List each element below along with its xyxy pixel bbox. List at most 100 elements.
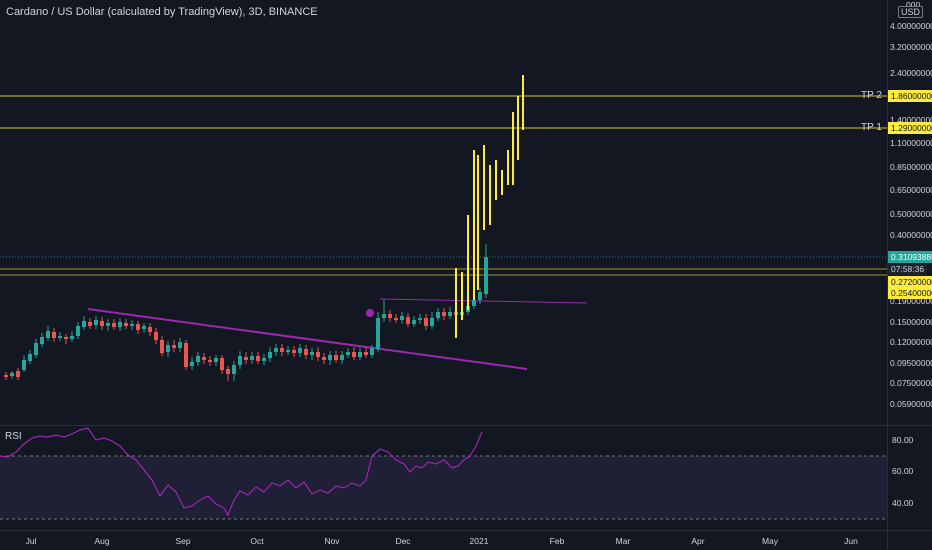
candle [88,322,92,326]
candle [430,318,434,326]
candle [394,318,398,320]
candle [52,332,56,338]
price-axis-label: 0.19000000 [890,296,932,306]
candle [4,375,8,377]
candle [448,312,452,316]
price-axis-label: 0.85000000 [890,162,932,172]
candle [220,358,224,370]
candle [70,336,74,339]
candle [274,348,278,352]
tp2-label[interactable]: TP 2 [861,90,882,101]
price-axis-label: 0.40000000 [890,230,932,240]
price-axis-label: 0.50000000 [890,209,932,219]
candle [304,349,308,355]
tp1-label[interactable]: TP 1 [861,122,882,133]
candle [106,323,110,326]
candle [118,322,122,327]
candle [370,348,374,355]
time-axis-label: Dec [395,536,411,546]
price-axis-label: 4.00000000 [890,21,932,31]
candle [130,324,134,326]
candle [166,345,170,352]
bar-countdown: 07:58:36 [888,263,928,275]
candle [226,369,230,374]
candle [322,357,326,360]
time-axis-label: Apr [691,536,705,546]
candle [442,312,446,316]
candle [40,337,44,344]
candle [112,323,116,327]
candle [76,326,80,336]
candle [154,332,158,340]
time-axis-label: Sep [175,536,191,546]
time-axis-label: Jun [844,536,858,546]
candle [232,365,236,374]
candle [376,318,380,349]
candles [4,244,488,381]
candle [238,356,242,365]
candle [292,350,296,353]
candle [196,356,200,362]
candle [436,312,440,318]
price-axis-label: 000 [906,0,921,10]
resistance-trendline[interactable] [379,298,588,304]
candle [214,358,218,362]
price-axis-label: 0.09500000 [890,358,932,368]
rsi-axis-label: 60.00 [892,466,914,476]
candle [136,324,140,330]
candle [10,373,14,376]
price-axis-label: 0.65000000 [890,185,932,195]
candle [190,362,194,366]
candle [334,355,338,360]
candle [340,355,344,360]
price-axis-label: 3.20000000 [890,42,932,52]
time-axis-label: May [761,536,779,546]
candle [202,357,206,360]
candle [82,321,86,327]
candle [256,356,260,361]
time-axis-label: Nov [324,536,340,546]
rsi-line [0,427,483,517]
candle [424,318,428,326]
chart-title: Cardano / US Dollar (calculated by Tradi… [6,6,318,18]
candle [400,316,404,320]
candle [250,356,254,360]
price-axis-label: 0.12000000 [890,337,932,347]
candle [328,355,332,360]
candle [364,352,368,355]
signal-marker-icon[interactable] [366,309,374,317]
time-axis-label: 2021 [469,536,489,546]
candle [208,360,212,362]
time-axis-label: Oct [250,536,264,546]
rsi-indicator-label[interactable]: RSI [5,431,22,442]
time-axis-label: Mar [615,536,631,546]
candle [388,314,392,318]
time-axis-label: Jul [25,536,37,546]
descending-trendline[interactable] [87,308,528,370]
price-axis-label: 1.40000000 [890,115,932,125]
time-axis-label: Aug [94,536,110,546]
rsi-band [0,456,887,519]
candle [58,336,62,338]
candle [22,360,26,370]
candle [28,354,32,361]
tp2-price-tag: 1.86000000 [888,90,932,102]
candle [346,352,350,355]
candle [100,321,104,326]
candle [142,326,146,329]
candle [472,300,476,306]
candle [358,352,362,357]
candle [16,371,20,377]
currency-button[interactable]: USD [898,6,924,18]
candle [244,357,248,360]
level-b-tag: 0.25400000 [888,287,932,299]
projection-bars [455,75,524,338]
candle [382,314,386,318]
candle [298,348,302,353]
candle [412,320,416,324]
candle [286,350,290,352]
candle [268,352,272,358]
candle [406,317,410,324]
candle [352,352,356,357]
